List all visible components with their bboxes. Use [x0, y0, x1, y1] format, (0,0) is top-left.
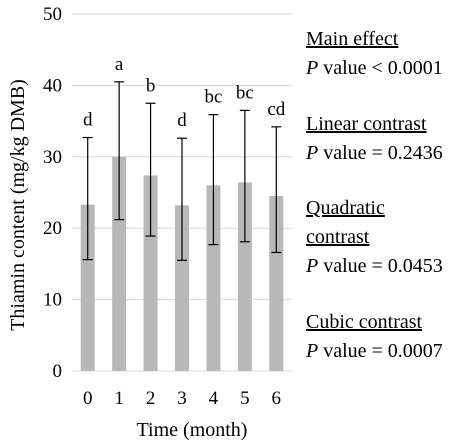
- error-bars: [82, 81, 282, 261]
- bar: [206, 185, 221, 371]
- p-value-text: value = 0.0007: [318, 340, 443, 362]
- y-tick-label: 20: [43, 218, 62, 239]
- stats-cubic-contrast: Cubic contrast P value = 0.0007: [305, 311, 443, 362]
- p-symbol: P: [305, 142, 318, 164]
- bar: [112, 156, 127, 371]
- stats-p-value: P value = 0.0007: [305, 340, 443, 362]
- stats-heading: Cubic contrast: [306, 311, 423, 333]
- stats-quadratic-contrast: Quadratic contrast P value = 0.0453: [305, 197, 443, 277]
- p-value-text: value = 0.2436: [318, 142, 443, 164]
- bars: [80, 156, 284, 371]
- stats-main-effect: Main effect P value < 0.0001: [305, 28, 443, 79]
- bar: [175, 205, 189, 371]
- p-symbol: P: [305, 340, 318, 362]
- stats-linear-contrast: Linear contrast P value = 0.2436: [305, 113, 443, 164]
- significance-letter: cd: [267, 99, 285, 120]
- y-tick-label: 40: [43, 75, 62, 96]
- significance-letter: d: [177, 110, 187, 131]
- x-tick-label: 6: [272, 388, 282, 409]
- y-axis-title: Thiamin content (mg/kg DMB): [7, 79, 29, 331]
- significance-letter: d: [83, 110, 93, 131]
- bar: [143, 175, 158, 371]
- x-tick-label: 4: [209, 388, 219, 409]
- x-tick-label: 3: [177, 388, 187, 409]
- bar: [237, 182, 252, 371]
- y-tick-labels: 0 10 20 30 40 50: [43, 4, 62, 382]
- bar: [80, 204, 95, 371]
- p-symbol: P: [305, 255, 318, 277]
- y-tick-label: 30: [43, 147, 62, 168]
- x-tick-label: 5: [240, 388, 250, 409]
- p-symbol: P: [305, 57, 318, 79]
- significance-letter: bc: [204, 87, 222, 108]
- stats-heading: Main effect: [306, 28, 399, 50]
- y-tick-label: 10: [43, 290, 62, 311]
- significance-letter: bc: [236, 82, 254, 103]
- stats-heading: Linear contrast: [306, 113, 427, 135]
- x-tick-label: 1: [114, 388, 124, 409]
- bar: [269, 196, 284, 371]
- x-axis-title: Time (month): [137, 419, 248, 441]
- y-tick-label: 0: [53, 361, 63, 382]
- stats-p-value: P value = 0.0453: [305, 255, 443, 277]
- p-value-text: value < 0.0001: [318, 57, 443, 79]
- y-tick-label: 50: [43, 4, 62, 25]
- significance-letter: a: [115, 54, 124, 75]
- x-tick-label: 2: [146, 388, 156, 409]
- stats-p-value: P value = 0.2436: [305, 142, 443, 164]
- significance-letter: b: [146, 75, 156, 96]
- p-value-text: value = 0.0453: [318, 255, 443, 277]
- stats-heading: Quadratic: [306, 197, 385, 219]
- stats-heading: contrast: [306, 226, 370, 248]
- x-tick-label: 0: [83, 388, 93, 409]
- stats-p-value: P value < 0.0001: [305, 57, 443, 79]
